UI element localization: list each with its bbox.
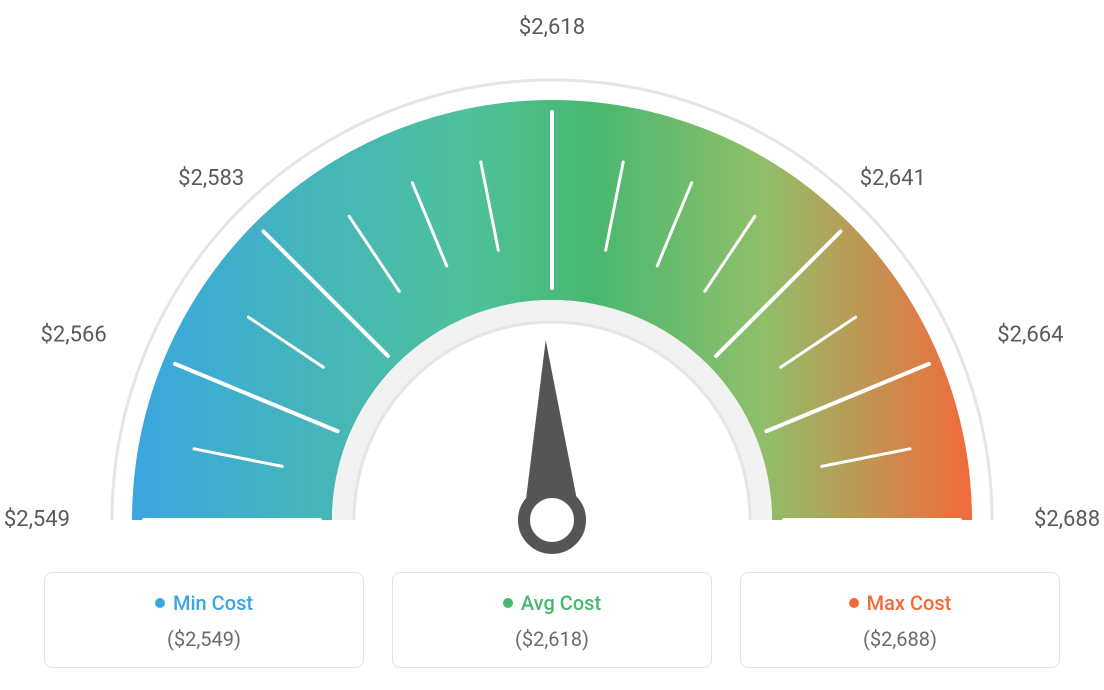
legend-title-max: Max Cost [849, 591, 952, 615]
legend-dot-max [849, 598, 859, 608]
legend-dot-min [155, 598, 165, 608]
gauge-tick-label: $2,583 [178, 166, 244, 191]
gauge-tick-label: $2,566 [41, 323, 107, 348]
legend-title-min: Min Cost [155, 591, 253, 615]
gauge-tick-label: $2,641 [860, 166, 926, 191]
gauge-svg: $2,549 $2,566 $2,583 $2,618 $2,641 $2,664 $2,6… [0, 0, 1104, 560]
legend-card-avg: Avg Cost ($2,618) [392, 572, 712, 668]
legend-value-min: ($2,549) [57, 627, 351, 651]
legend-title-avg: Avg Cost [503, 591, 601, 615]
legend-card-max: Max Cost ($2,688) [740, 572, 1060, 668]
gauge-tick-label: $2,688 [1034, 507, 1100, 532]
legend-value-max: ($2,688) [753, 627, 1047, 651]
legend-dot-avg [503, 598, 513, 608]
gauge-tick-label: $2,549 [4, 507, 70, 532]
legend-card-min: Min Cost ($2,549) [44, 572, 364, 668]
legend-label-avg: Avg Cost [521, 591, 601, 615]
gauge-tick-label: $2,664 [997, 323, 1063, 348]
gauge-tick-label: $2,618 [519, 15, 585, 40]
legend-value-avg: ($2,618) [405, 627, 699, 651]
legend-label-min: Min Cost [173, 591, 253, 615]
gauge-chart: $2,549 $2,566 $2,583 $2,618 $2,641 $2,664 $2,6… [0, 0, 1104, 560]
legend-label-max: Max Cost [867, 591, 952, 615]
legend-row: Min Cost ($2,549) Avg Cost ($2,618) Max … [0, 572, 1104, 668]
